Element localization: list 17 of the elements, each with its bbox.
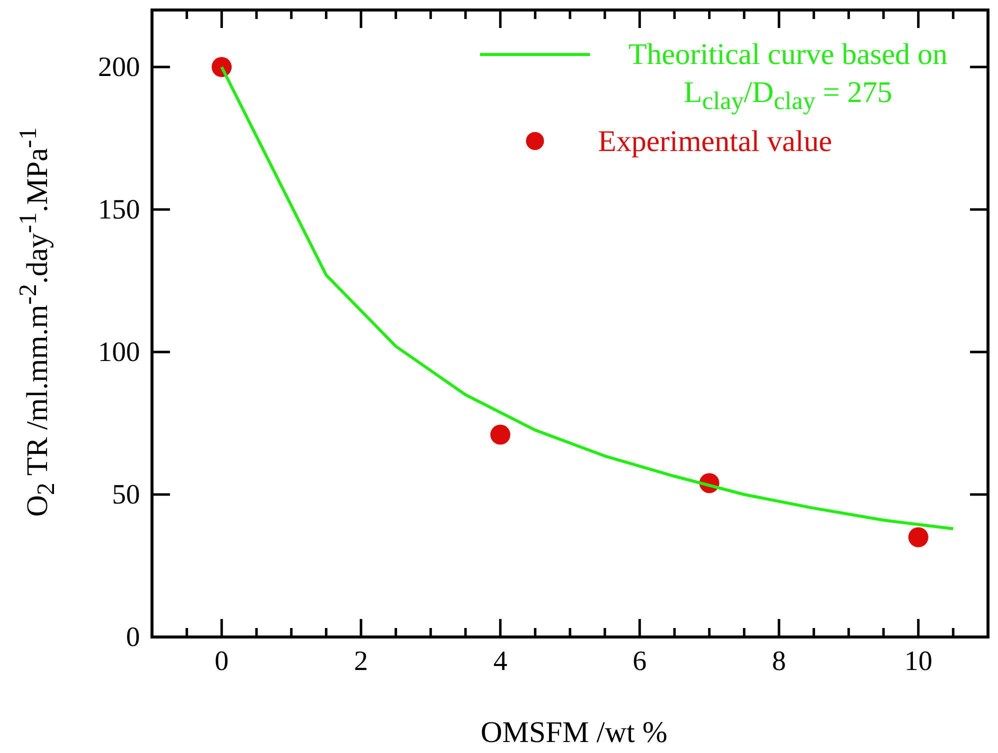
y-tick-label: 100 <box>98 337 140 368</box>
point <box>908 527 928 548</box>
y-tick-label: 150 <box>98 194 140 226</box>
x-tick-label: 4 <box>493 646 508 677</box>
y-tick-label: 0 <box>126 622 140 653</box>
x-tick-label: 6 <box>632 646 647 677</box>
y-tick-label: 50 <box>112 480 140 510</box>
x-tick-label: 8 <box>772 646 786 677</box>
x-tick-label: 10 <box>904 646 932 677</box>
point <box>212 57 232 77</box>
x-tick-label: 2 <box>354 646 368 677</box>
x-axis-title: OMSFM /wt % <box>480 716 668 750</box>
y-tick-label: 200 <box>98 52 140 83</box>
legend-label: Theoritical curve based on L$_{clay}$/D$_{clay}$ = 275 <box>627 37 949 116</box>
point <box>490 424 510 445</box>
legend-label: Experimental value <box>598 124 832 160</box>
x-tick-label: 0 <box>214 646 229 677</box>
